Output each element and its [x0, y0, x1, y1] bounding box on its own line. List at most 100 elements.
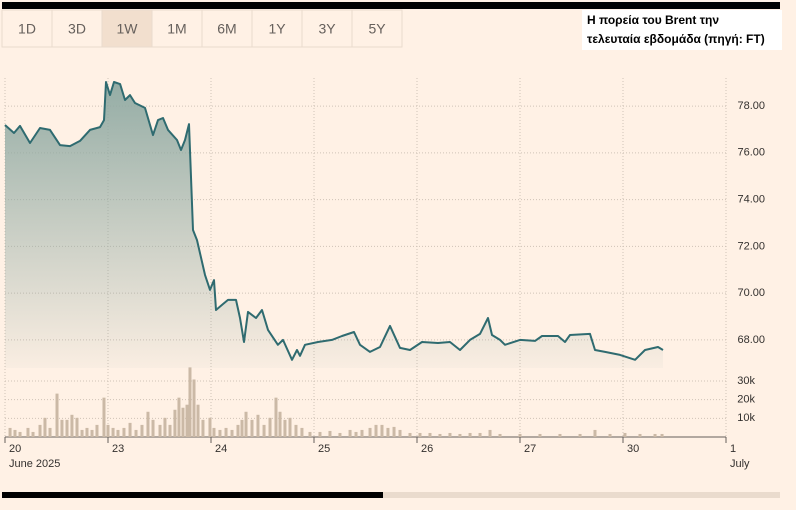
volume-bar	[75, 417, 79, 437]
volume-bar	[274, 397, 278, 437]
volume-bar	[294, 424, 298, 437]
volume-bar	[224, 427, 228, 437]
volume-bar	[111, 427, 115, 437]
volume-bar	[212, 427, 216, 437]
month-label: July	[730, 458, 750, 470]
chart: 68.00 70.00 72.00 74.00 76.00 78.00 10k 20k 30k 2…	[4, 78, 765, 470]
volume-tick-label: 30k	[737, 375, 755, 387]
y-tick-label: 76.00	[737, 147, 765, 159]
tab-label[interactable]: 5Y	[368, 21, 386, 37]
volume-bar	[43, 417, 47, 437]
tab-label[interactable]: 1D	[18, 21, 36, 37]
scrollbar-track	[383, 492, 780, 498]
volume-bar	[95, 424, 99, 437]
scrollbar-thumb	[2, 492, 383, 498]
volume-bar	[134, 429, 138, 437]
volume-bar	[218, 429, 222, 437]
volume-bar	[262, 424, 266, 437]
tab-button[interactable]	[201, 9, 253, 48]
volume-bar	[70, 414, 74, 437]
tab-button[interactable]	[51, 9, 103, 48]
volume-bar	[8, 427, 12, 437]
volume-bar	[240, 419, 244, 437]
y-tick-label: 78.00	[737, 100, 765, 112]
volume-bar	[158, 424, 162, 437]
volume-bar	[85, 427, 89, 437]
volume-bar	[283, 419, 287, 437]
volume-bar	[438, 433, 442, 437]
volume-bar	[448, 432, 452, 437]
volume-bar	[140, 424, 144, 437]
volume-bar	[102, 397, 106, 437]
x-tick-label: 26	[421, 443, 433, 455]
range-tabs: 1D 3D 1W 1M 6M 1Y 3Y 5Y	[1, 9, 403, 48]
tab-label[interactable]: 1W	[117, 21, 139, 37]
x-tick-label: 20	[9, 443, 21, 455]
tab-label[interactable]: 1M	[167, 21, 186, 37]
volume-bar	[578, 433, 582, 437]
volume-bar	[80, 429, 84, 437]
volume-bar	[328, 430, 332, 437]
volume-bar	[26, 427, 30, 437]
volume-bar	[18, 431, 22, 437]
tab-button[interactable]	[101, 9, 153, 48]
x-tick-label: 27	[524, 443, 536, 455]
volume-bar	[518, 433, 522, 437]
volume-bar	[185, 404, 189, 437]
volume-bar	[386, 427, 390, 437]
volume-bar	[146, 411, 150, 437]
x-tick-label: 1	[730, 443, 736, 455]
volume-bar	[300, 427, 304, 437]
y-tick-label: 74.00	[737, 194, 765, 206]
note-line: τελευταία εβδομάδα (πηγή: FT)	[587, 32, 765, 46]
volume-bar	[268, 417, 272, 437]
volume-bar	[418, 432, 422, 437]
top-bar	[2, 2, 780, 9]
volume-bar	[488, 429, 492, 437]
volume-bar	[558, 433, 562, 437]
x-tick-label: 24	[215, 443, 227, 455]
volume-bar	[151, 419, 155, 437]
volume-bar	[236, 424, 240, 437]
volume-bar	[288, 417, 292, 437]
volume-bar	[122, 427, 126, 437]
y-tick-label: 72.00	[737, 240, 765, 252]
volume-bar	[318, 431, 322, 437]
tab-button[interactable]	[251, 9, 303, 48]
volume-bar	[55, 393, 59, 437]
volume-bar	[638, 433, 642, 437]
volume-bar	[458, 433, 462, 437]
tab-label[interactable]: 1Y	[268, 21, 286, 37]
tab-button[interactable]	[301, 9, 353, 48]
volume-bar	[380, 424, 384, 437]
x-tick-label: 23	[112, 443, 124, 455]
note-box	[582, 10, 782, 50]
volume-bar	[338, 432, 342, 437]
tab-label[interactable]: 3Y	[318, 21, 336, 37]
volume-bar	[498, 433, 502, 437]
tab-button[interactable]	[351, 9, 403, 48]
volume-bar	[468, 432, 472, 437]
volume-tick-label: 10k	[737, 412, 755, 424]
tab-button[interactable]	[1, 9, 53, 48]
volume-bar	[653, 433, 657, 437]
volume-bar	[60, 419, 64, 437]
volume-bar	[392, 426, 396, 437]
volume-bar	[374, 424, 378, 437]
price-area	[5, 82, 663, 368]
price-line	[4, 81, 664, 361]
volume-bar	[163, 417, 167, 437]
volume-bar	[538, 433, 542, 437]
volume-bar	[230, 429, 234, 437]
tab-label[interactable]: 6M	[217, 21, 236, 37]
volume-bar	[256, 414, 260, 437]
tab-label[interactable]: 3D	[68, 21, 86, 37]
volume-bar	[188, 367, 192, 437]
x-tick-label: 25	[318, 443, 330, 455]
volume-bar	[660, 433, 664, 437]
volume-bar	[106, 424, 110, 437]
month-label: June 2025	[9, 458, 60, 470]
volume-bar	[13, 429, 17, 437]
volume-bar	[128, 422, 132, 437]
